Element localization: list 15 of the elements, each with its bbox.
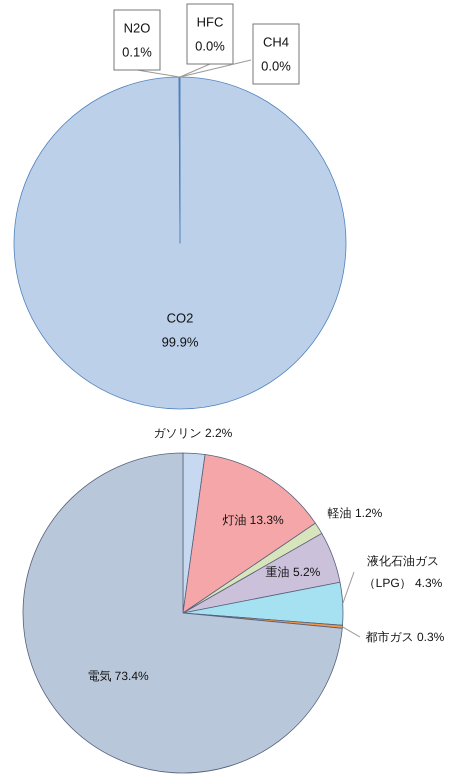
- category-label: CH4: [262, 34, 290, 50]
- text: 0.0%: [195, 38, 225, 54]
- text: 0.0%: [261, 58, 291, 74]
- slice-label: ガソリン 2.2%: [154, 426, 233, 440]
- data-label: 0.1%: [122, 44, 152, 60]
- slice-label: CO2: [166, 310, 194, 326]
- slice-label: N2O: [124, 20, 150, 36]
- slice-label: 電気 73.4%: [87, 669, 150, 683]
- slice-label: 都市ガス 0.3%: [366, 630, 445, 644]
- slice-label: 液化石油ガス（LPG） 4.3%: [364, 554, 443, 590]
- data-label: 99.9%: [162, 334, 199, 350]
- slice-label: 灯油 13.3%: [222, 513, 284, 527]
- slice-label: 重油 5.2%: [266, 565, 321, 579]
- category-label: HFC: [196, 14, 224, 30]
- slice-label: 軽油 1.2%: [328, 506, 383, 520]
